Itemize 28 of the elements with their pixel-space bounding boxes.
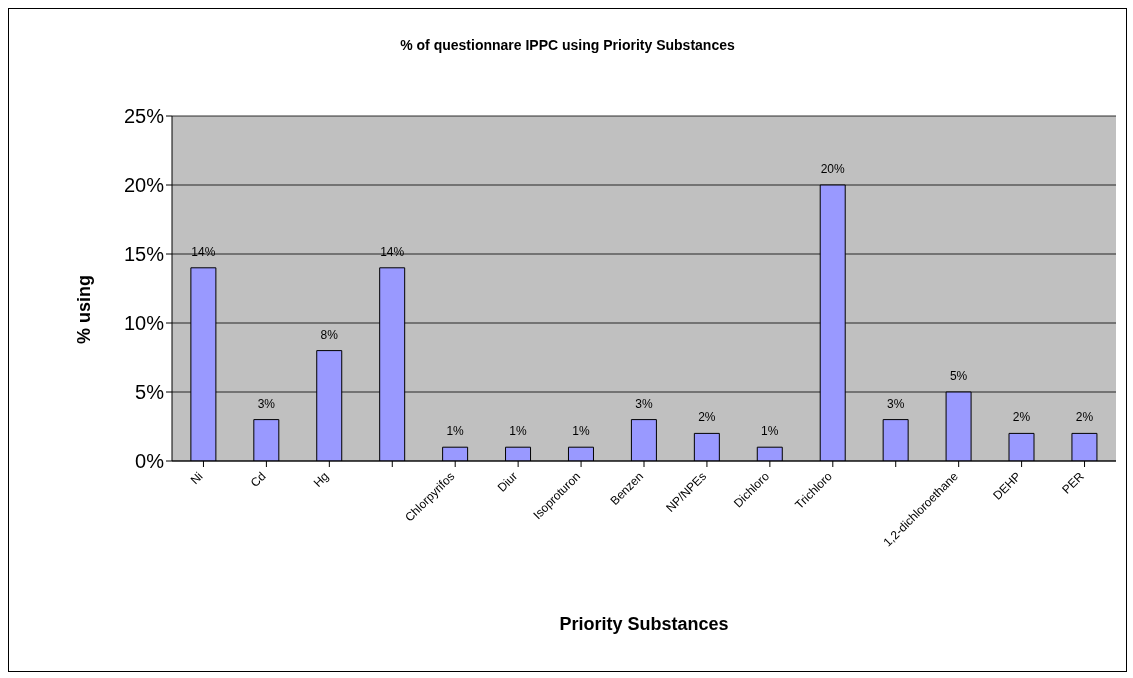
x-axis-title: Priority Substances [558, 614, 730, 635]
data-label: 3% [257, 396, 276, 411]
data-label: 14% [380, 244, 405, 259]
data-label: 3% [886, 396, 905, 411]
data-label: 8% [320, 327, 339, 342]
data-label: 1% [572, 424, 590, 439]
data-label: 5% [949, 369, 968, 383]
y-axis-title: % using [73, 274, 95, 346]
data-label: 2% [1012, 410, 1031, 425]
chart-title: % of questionnare IPPC using Priority Substances [399, 37, 736, 53]
y-tick-label: 10% [123, 312, 165, 335]
data-label: 2% [698, 410, 716, 425]
x-tick-label: Ni [187, 469, 206, 488]
x-tick-label: Hg [310, 469, 332, 490]
data-label: 20% [820, 162, 846, 176]
data-label: 1% [761, 424, 779, 439]
x-tick-label: Cd [247, 469, 269, 490]
y-tick-label: 25% [123, 105, 165, 128]
y-tick-label: 20% [123, 174, 165, 197]
y-tick-label: 0% [135, 450, 165, 473]
data-label: 14% [191, 244, 216, 259]
data-label: 2% [1075, 410, 1094, 425]
y-tick-label: 15% [123, 243, 165, 266]
x-tick-label: Diur [494, 469, 521, 495]
data-label: 1% [446, 424, 465, 439]
data-label: 3% [635, 396, 653, 411]
data-label: 1% [509, 424, 528, 439]
y-tick-label: 5% [135, 381, 165, 404]
